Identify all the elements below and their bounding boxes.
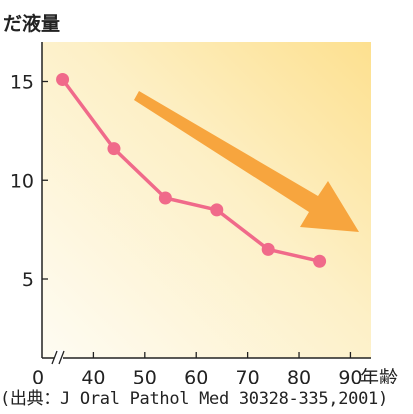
data-point	[313, 255, 326, 268]
x-tick-label: 60	[184, 367, 208, 384]
x-tick-label: 90	[338, 367, 362, 384]
y-tick-label: 5	[22, 269, 34, 291]
data-point	[159, 192, 172, 205]
x-tick-label: 50	[133, 367, 157, 384]
data-point	[56, 73, 69, 86]
chart: 5 10 15 40 50 60 70 80 90 だ液量 年齢 0	[0, 0, 413, 384]
y-axis-label: だ液量	[3, 12, 60, 35]
x-origin-label: 0	[32, 367, 44, 384]
data-point	[262, 243, 275, 256]
x-axis-label: 年齢	[360, 367, 398, 384]
data-point	[107, 142, 120, 155]
y-tick-label: 15	[10, 72, 34, 94]
x-tick-label: 70	[236, 367, 260, 384]
x-tick-label: 80	[287, 367, 311, 384]
data-point	[210, 203, 223, 216]
x-tick-label: 40	[81, 367, 105, 384]
y-tick-label: 10	[10, 170, 34, 192]
source-caption: (出典：J Oral Pathol Med 30328-335,2001)	[0, 384, 413, 409]
